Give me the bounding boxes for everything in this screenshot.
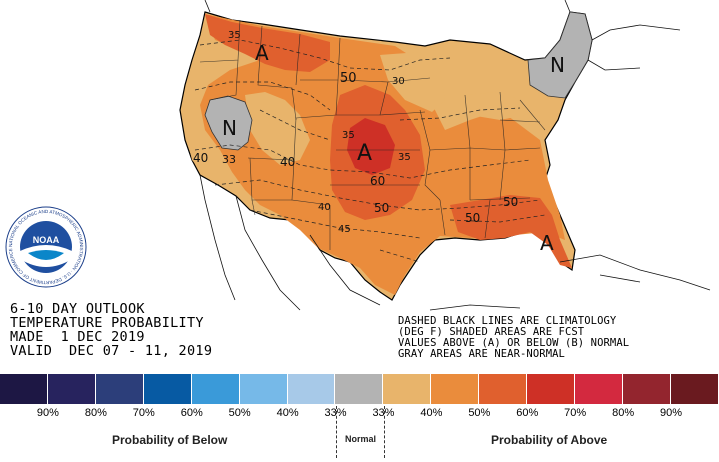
above-caption: Probability of Above [491, 433, 608, 447]
normal-divider-right [384, 406, 385, 458]
notes-line-2: (DEG F) SHADED AREAS ARE FCST [398, 326, 585, 338]
legend-swatch [95, 374, 144, 404]
legend-label: 40% [420, 407, 443, 419]
contour-label: 45 [338, 224, 351, 235]
legend-label: 33% [372, 407, 395, 419]
noaa-logo: NATIONAL OCEANIC AND ATMOSPHERIC ADMINIS… [5, 206, 87, 288]
legend-swatch [239, 374, 288, 404]
title-line-4: VALID DEC 07 - 11, 2019 [10, 343, 213, 359]
contour-label: 40 [318, 202, 331, 213]
above-70-central [347, 118, 395, 175]
legend-swatch [575, 374, 623, 404]
above-label-central: A [357, 141, 372, 166]
legend-label: 80% [84, 407, 107, 419]
contour-label: 40 [193, 151, 208, 165]
legend-swatch [479, 374, 528, 404]
above-label-se: A [540, 231, 554, 255]
legend-label: 90% [36, 407, 59, 419]
legend-label: 60% [516, 407, 539, 419]
notes-line-1: DASHED BLACK LINES ARE CLIMATOLOGY [398, 315, 617, 327]
contour-label: 50 [374, 201, 389, 215]
below-caption: Probability of Below [112, 433, 228, 447]
normal-divider-left [336, 406, 337, 458]
near-normal-west [204, 95, 253, 151]
logo-text: NOAA [33, 235, 60, 245]
legend-swatch [431, 374, 480, 404]
legend-label: 70% [132, 407, 155, 419]
contour-label: 50 [503, 195, 518, 209]
legend-swatch [335, 374, 384, 404]
normal-label-ne: N [550, 53, 565, 77]
legend-swatch [527, 374, 576, 404]
legend-swatch [670, 374, 719, 404]
notes-block: DASHED BLACK LINES ARE CLIMATOLOGY (DEG F… [398, 316, 629, 360]
legend-label: 60% [180, 407, 203, 419]
contour-label: 50 [340, 71, 357, 86]
normal-caption: Normal [345, 434, 377, 444]
legend-label: 50% [468, 407, 491, 419]
title-line-3: MADE 1 DEC 2019 [10, 329, 145, 345]
title-line-1: 6-10 DAY OUTLOOK [10, 301, 145, 317]
legend-label: 80% [612, 407, 635, 419]
notes-line-3: VALUES ABOVE (A) OR BELOW (B) NORMAL [398, 337, 630, 349]
legend-swatch [143, 374, 192, 404]
contour-label: 30 [392, 76, 405, 87]
legend-swatch [0, 374, 48, 404]
normal-label-west: N [222, 116, 237, 140]
legend-color-bar [0, 374, 719, 404]
above-label-nw: A [255, 41, 269, 65]
above-60-se [450, 195, 572, 268]
contour-label: 35 [228, 30, 241, 41]
above-60-nw [205, 14, 330, 72]
legend-label: 70% [564, 407, 587, 419]
contour-label: 35 [398, 152, 411, 163]
contour-label: 35 [342, 130, 355, 141]
legend-swatch [191, 374, 240, 404]
legend-swatch [287, 374, 336, 404]
legend-label: 33% [324, 407, 347, 419]
legend-label: 50% [228, 407, 251, 419]
title-line-2: TEMPERATURE PROBABILITY [10, 315, 204, 331]
legend-swatch [47, 374, 96, 404]
contour-label: 33 [222, 153, 236, 166]
contour-label: 60 [370, 174, 385, 188]
legend-labels: 90% 80% 70% 60% 50% 40% 33% 33% 40% 50% 60% 70% 80% 9… [0, 407, 719, 423]
contour-label: 50 [465, 211, 480, 225]
legend-label: 90% [660, 407, 683, 419]
legend-swatch [383, 374, 432, 404]
title-block: 6-10 DAY OUTLOOK TEMPERATURE PROBABILITY M… [10, 302, 212, 358]
notes-line-4: GRAY AREAS ARE NEAR-NORMAL [398, 348, 565, 360]
legend-swatch [622, 374, 671, 404]
legend-label: 40% [276, 407, 299, 419]
near-normal-ne [527, 11, 593, 99]
contour-label: 40 [280, 155, 295, 169]
